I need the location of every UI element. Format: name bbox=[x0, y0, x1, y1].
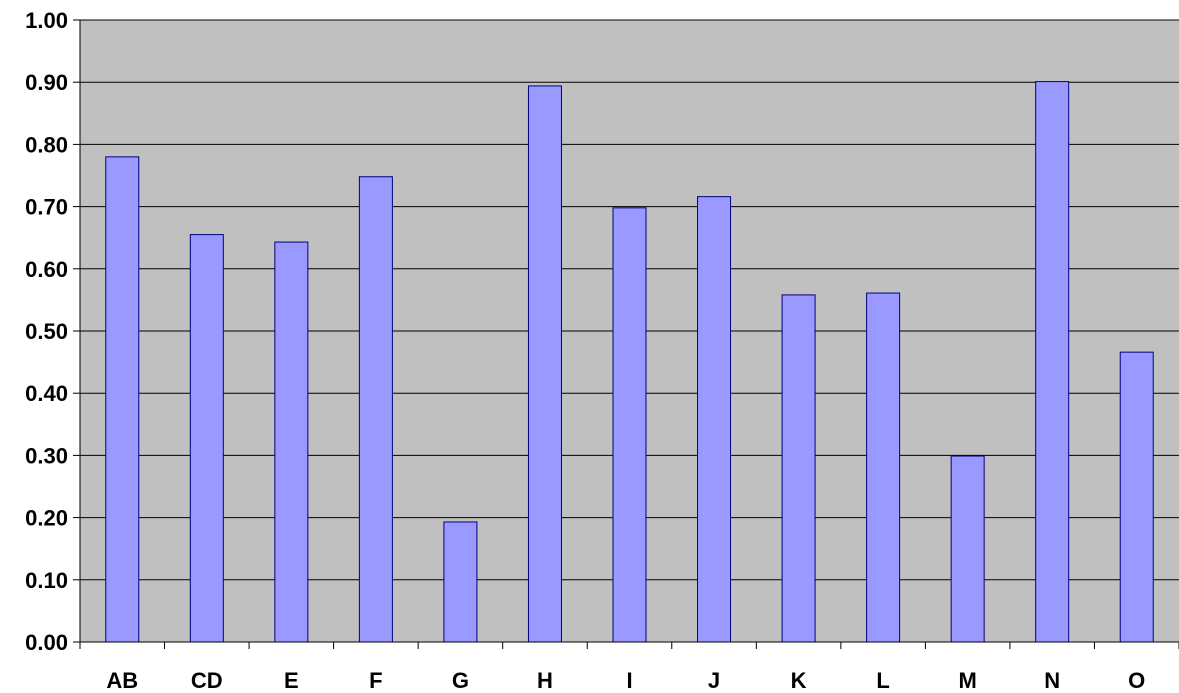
axes bbox=[73, 19, 1179, 649]
y-tick-label: 0.20 bbox=[25, 506, 68, 531]
x-tick-label: F bbox=[369, 668, 382, 693]
bar-l bbox=[866, 292, 901, 643]
x-tick-label: M bbox=[958, 668, 976, 693]
bar-n bbox=[1035, 81, 1070, 643]
y-tick-label: 0.30 bbox=[25, 443, 68, 468]
y-tick-label: 0.50 bbox=[25, 319, 68, 344]
bar-g bbox=[443, 521, 478, 643]
y-tick-labels: 0.00 0.10 0.20 0.30 0.40 0.50 0.60 0.70 0.80 0.90… bbox=[25, 8, 68, 655]
x-tick-label: J bbox=[708, 668, 720, 693]
bar-j bbox=[697, 196, 732, 643]
bar-m bbox=[950, 455, 985, 643]
bar-i bbox=[612, 207, 647, 643]
x-tick-label: G bbox=[452, 668, 469, 693]
x-tick-label: E bbox=[284, 668, 299, 693]
x-tick-label: L bbox=[876, 668, 889, 693]
x-tick-label: AB bbox=[106, 668, 138, 693]
y-tick-label: 0.80 bbox=[25, 132, 68, 157]
bar-cd bbox=[189, 234, 224, 643]
x-tick-label: K bbox=[791, 668, 807, 693]
bar-h bbox=[527, 85, 562, 643]
y-tick-label: 0.70 bbox=[25, 195, 68, 220]
bar-o bbox=[1119, 351, 1154, 643]
y-tick-label: 0.00 bbox=[25, 630, 68, 655]
y-tick-label: 0.40 bbox=[25, 381, 68, 406]
x-tick-label: H bbox=[537, 668, 553, 693]
bar-k bbox=[781, 294, 816, 643]
x-tick-label: CD bbox=[191, 668, 223, 693]
y-tick-label: 1.00 bbox=[25, 8, 68, 33]
x-tick-label: O bbox=[1128, 668, 1145, 693]
x-tick-label: N bbox=[1044, 668, 1060, 693]
bars bbox=[105, 81, 1154, 643]
bar-ab bbox=[105, 156, 140, 643]
y-tick-label: 0.10 bbox=[25, 568, 68, 593]
y-tick-label: 0.90 bbox=[25, 70, 68, 95]
bar-e bbox=[274, 241, 309, 643]
x-tick-labels: AB CD E F G H I J K L M N O bbox=[106, 668, 1145, 693]
bar-f bbox=[358, 176, 393, 643]
x-tick-label: I bbox=[626, 668, 632, 693]
y-tick-label: 0.60 bbox=[25, 257, 68, 282]
